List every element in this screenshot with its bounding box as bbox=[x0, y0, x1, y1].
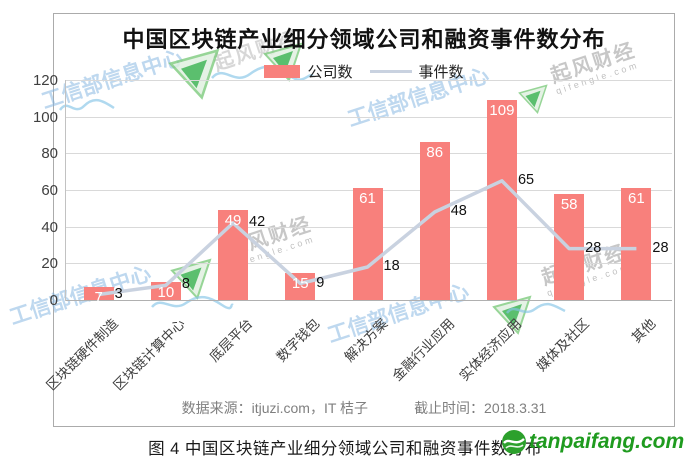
x-category-label: 金融行业应用 bbox=[389, 315, 458, 384]
qifeng-triangle-icon bbox=[518, 84, 548, 114]
bar-实体经济应用 bbox=[486, 100, 517, 300]
bar-其他 bbox=[621, 188, 652, 300]
bar-value-label: 86 bbox=[426, 144, 444, 162]
x-axis-line bbox=[65, 300, 672, 301]
line-value-label: 9 bbox=[316, 274, 325, 291]
bar-value-label: 61 bbox=[628, 190, 645, 208]
line-value-label: 3 bbox=[114, 285, 123, 302]
y-axis-line bbox=[65, 80, 66, 301]
legend-bar-swatch bbox=[264, 65, 301, 78]
bar-value-label: 58 bbox=[560, 195, 578, 213]
data-source-text: 数据来源：itjuzi.com，IT 桔子 bbox=[181, 400, 369, 416]
x-category-label: 其他 bbox=[629, 315, 659, 346]
y-tick-label: 100 bbox=[32, 108, 58, 126]
bar-数字钱包 bbox=[285, 272, 316, 300]
line-value-label: 28 bbox=[652, 239, 669, 256]
gridline bbox=[65, 153, 672, 155]
x-category-label: 实体经济应用 bbox=[456, 315, 525, 384]
y-tick-label: 40 bbox=[41, 218, 58, 236]
cutoff-date-text: 截止时间：2018.3.31 bbox=[414, 400, 547, 416]
event-count-line bbox=[98, 179, 637, 297]
wave-icon bbox=[505, 302, 566, 314]
x-category-label: 解决方案 bbox=[341, 315, 390, 365]
wave-icon bbox=[58, 98, 115, 111]
bar-value-label: 15 bbox=[291, 274, 309, 292]
bar-value-label: 49 bbox=[224, 212, 242, 230]
bar-value-label: 61 bbox=[359, 190, 376, 208]
line-value-label: 65 bbox=[517, 171, 535, 188]
line-value-label: 18 bbox=[383, 258, 400, 274]
gridline bbox=[65, 80, 672, 81]
bar-value-label: 10 bbox=[157, 283, 175, 301]
y-tick-label: 20 bbox=[41, 255, 58, 273]
line-value-label: 42 bbox=[249, 214, 266, 230]
legend-line-swatch bbox=[369, 70, 412, 73]
legend-bar-label: 公司数 bbox=[307, 64, 353, 81]
bar-解决方案 bbox=[352, 188, 383, 300]
tanpaifang-logo-text: tanpaifang.com bbox=[529, 430, 685, 453]
bar-value-label: 7 bbox=[94, 289, 103, 307]
x-category-label: 数字钱包 bbox=[273, 315, 323, 365]
y-tick-label: 60 bbox=[41, 182, 58, 199]
y-tick-label: 0 bbox=[49, 292, 58, 309]
y-tick-label: 80 bbox=[41, 145, 58, 163]
line-value-label: 8 bbox=[181, 276, 190, 293]
chart-title: 中国区块链产业细分领域公司和融资事件数分布 bbox=[122, 27, 606, 52]
data-source-row: 数据来源：itjuzi.com，IT 桔子 截止时间：2018.3.31 bbox=[53, 398, 675, 418]
tanpaifang-logo-icon bbox=[502, 430, 526, 454]
legend-line-label: 事件数 bbox=[418, 64, 464, 81]
line-value-label: 28 bbox=[585, 239, 602, 256]
tanpaifang-logo: tanpaifang.com bbox=[501, 429, 684, 455]
wave-icon bbox=[151, 295, 234, 310]
figure-caption: 图 4 中国区块链产业细分领域公司和融资事件数分布 bbox=[148, 440, 542, 458]
x-category-label: 媒体及社区 bbox=[533, 315, 592, 375]
x-category-label: 底层平台 bbox=[206, 315, 256, 365]
y-tick-label: 120 bbox=[32, 72, 58, 89]
chart-legend: 公司数 事件数 bbox=[53, 61, 675, 82]
line-value-label: 48 bbox=[450, 203, 467, 219]
bar-value-label: 109 bbox=[489, 102, 515, 120]
gridline bbox=[65, 116, 672, 118]
